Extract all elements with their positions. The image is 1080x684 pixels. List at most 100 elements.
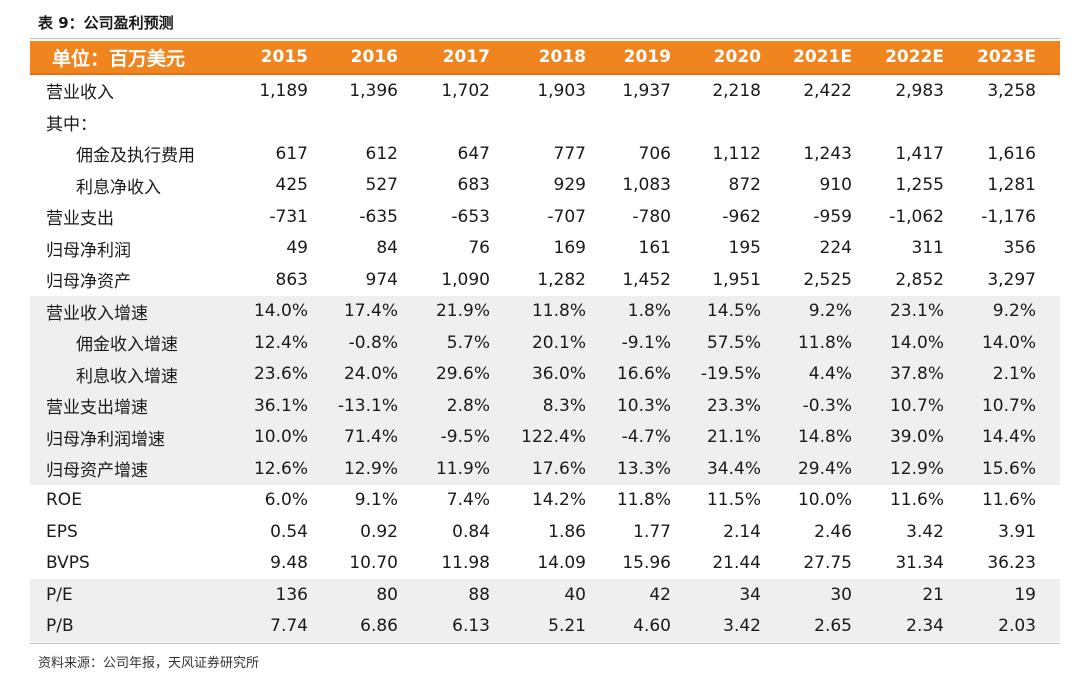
table-cell: 23.6% xyxy=(253,364,308,385)
table-cell: 5.21 xyxy=(548,616,586,637)
top-rule xyxy=(30,38,1060,39)
table-cell: 527 xyxy=(365,175,398,196)
row-label: 归母净利润增速 xyxy=(46,429,165,450)
table-row: 归母净利润 49 84 76 169 161 195 224 311 356 xyxy=(30,232,1060,264)
table-cell: 2.46 xyxy=(814,521,852,542)
table-cell: 1,281 xyxy=(987,175,1036,196)
table-cell: 356 xyxy=(1003,238,1036,259)
table-cell: 14.5% xyxy=(706,301,761,322)
table-cell: 2,218 xyxy=(712,80,761,101)
table-cell: 777 xyxy=(553,143,586,164)
row-label: 营业收入增速 xyxy=(46,303,148,324)
table-row: 营业收入增速 14.0% 17.4% 21.9% 11.8% 1.8% 14.5% 9.2% 2… xyxy=(30,295,1060,327)
table-cell: 8.3% xyxy=(542,395,586,416)
table-cell: 7.74 xyxy=(270,616,308,637)
table-cell: 612 xyxy=(365,143,398,164)
table-cell: -1,176 xyxy=(981,206,1036,227)
table-cell: 974 xyxy=(365,269,398,290)
table-cell: 49 xyxy=(286,238,308,259)
table-cell: 23.3% xyxy=(706,395,761,416)
table-row: 利息收入增速 23.6% 24.0% 29.6% 36.0% 16.6% -19.5% 4.4… xyxy=(30,358,1060,390)
table-cell: 2.8% xyxy=(446,395,490,416)
table-cell: 36.0% xyxy=(531,364,586,385)
table-cell: 11.9% xyxy=(435,458,490,479)
table-cell: 4.60 xyxy=(633,616,671,637)
table-cell: 6.0% xyxy=(264,490,308,511)
year-header: 2020 xyxy=(713,47,761,67)
table-cell: 425 xyxy=(275,175,308,196)
table-cell: 31.34 xyxy=(895,553,944,574)
table-cell: 10.7% xyxy=(981,395,1036,416)
table-cell: -9.1% xyxy=(621,332,671,353)
table-cell: 929 xyxy=(553,175,586,196)
table-cell: 14.09 xyxy=(537,553,586,574)
table-cell: 1,090 xyxy=(441,269,490,290)
table-cell: 1.8% xyxy=(627,301,671,322)
table-cell: 34 xyxy=(739,584,761,605)
table-cell: 1,255 xyxy=(895,175,944,196)
table-cell: 29.4% xyxy=(797,458,852,479)
table-cell: 88 xyxy=(468,584,490,605)
table-cell: 4.4% xyxy=(808,364,852,385)
year-header: 2018 xyxy=(538,47,586,67)
table-cell: 2,852 xyxy=(895,269,944,290)
table-cell: 12.9% xyxy=(343,458,398,479)
table-row: 利息净收入 425 527 683 929 1,083 872 910 1,255 1,281 xyxy=(30,169,1060,201)
table-cell: 1,112 xyxy=(712,143,761,164)
table-cell: 11.6% xyxy=(981,490,1036,511)
table-cell: 19 xyxy=(1014,584,1036,605)
table-cell: 2,525 xyxy=(803,269,852,290)
table-row: P/B 7.74 6.86 6.13 5.21 4.60 3.42 2.65 2.34 2.03 xyxy=(30,610,1060,642)
table-cell: 1,616 xyxy=(987,143,1036,164)
table-cell: 12.9% xyxy=(889,458,944,479)
table-cell: 11.8% xyxy=(531,301,586,322)
table-row: ROE 6.0% 9.1% 7.4% 14.2% 11.8% 11.5% 10.0% 11.6%… xyxy=(30,484,1060,516)
table-cell: 12.4% xyxy=(253,332,308,353)
table-cell: 7.4% xyxy=(446,490,490,511)
table-cell: 14.0% xyxy=(253,301,308,322)
table-row: 营业支出增速 36.1% -13.1% 2.8% 8.3% 10.3% 23.3% -0.3%… xyxy=(30,390,1060,422)
table-row: 营业支出 -731 -635 -653 -707 -780 -962 -959 -1,062 -1… xyxy=(30,201,1060,233)
table-body: 营业收入 1,189 1,396 1,702 1,903 1,937 2,218 2,422 2… xyxy=(30,75,1060,642)
table-cell: 2,983 xyxy=(895,80,944,101)
table-cell: 15.6% xyxy=(981,458,1036,479)
year-header: 2015 xyxy=(260,47,308,67)
table-cell: -0.8% xyxy=(348,332,398,353)
table-cell: 1,189 xyxy=(259,80,308,101)
table-cell: 863 xyxy=(275,269,308,290)
table-cell: -9.5% xyxy=(440,427,490,448)
table-cell: 27.75 xyxy=(803,553,852,574)
table-cell: 9.2% xyxy=(992,301,1036,322)
table-cell: 21.9% xyxy=(435,301,490,322)
table-cell: 1,282 xyxy=(537,269,586,290)
table-cell: -0.3% xyxy=(802,395,852,416)
table-cell: -13.1% xyxy=(337,395,398,416)
table-cell: -780 xyxy=(632,206,671,227)
table-cell: 36.23 xyxy=(987,553,1036,574)
table-cell: 3.91 xyxy=(998,521,1036,542)
year-header: 2021E xyxy=(793,47,852,67)
table-cell: 30 xyxy=(830,584,852,605)
table-cell: 20.1% xyxy=(531,332,586,353)
table-cell: 17.6% xyxy=(531,458,586,479)
table-cell: 11.8% xyxy=(797,332,852,353)
table-cell: 1,937 xyxy=(622,80,671,101)
table-cell: 17.4% xyxy=(343,301,398,322)
table-cell: 10.3% xyxy=(616,395,671,416)
table-cell: 169 xyxy=(553,238,586,259)
row-label: BVPS xyxy=(46,553,90,574)
profit-forecast-table: 单位：百万美元 2015 2016 2017 2018 2019 2020 20… xyxy=(30,41,1060,642)
table-cell: 9.2% xyxy=(808,301,852,322)
table-cell: 14.8% xyxy=(797,427,852,448)
table-cell: 3.42 xyxy=(723,616,761,637)
table-cell: 224 xyxy=(819,238,852,259)
table-cell: 311 xyxy=(911,238,944,259)
table-cell: -962 xyxy=(722,206,761,227)
table-cell: 36.1% xyxy=(253,395,308,416)
table-cell: 2,422 xyxy=(803,80,852,101)
year-header: 2022E xyxy=(885,47,944,67)
table-cell: 10.70 xyxy=(349,553,398,574)
row-label: P/B xyxy=(46,616,74,637)
table-cell: 5.7% xyxy=(446,332,490,353)
table-cell: 2.1% xyxy=(992,364,1036,385)
